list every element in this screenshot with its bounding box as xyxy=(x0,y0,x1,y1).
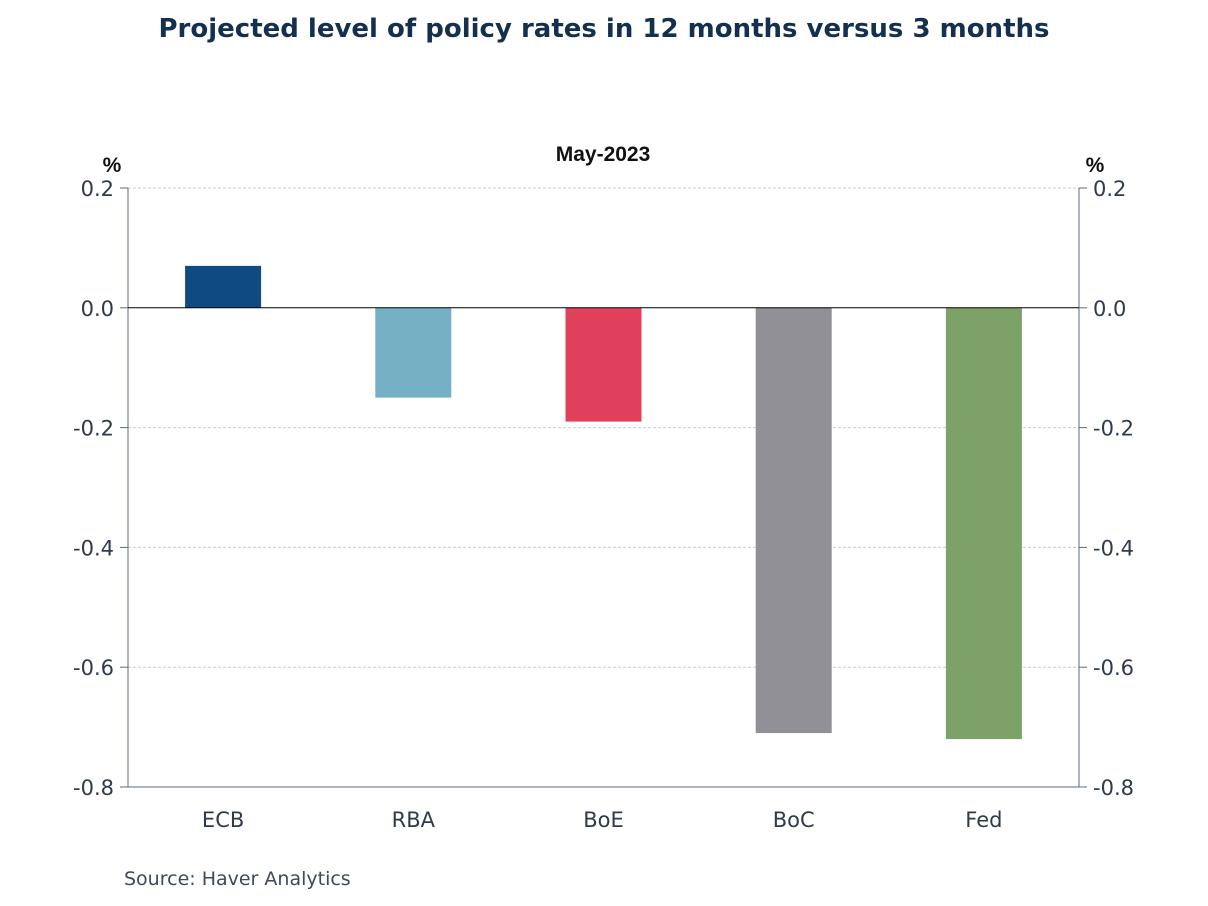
bar-rba xyxy=(375,307,452,398)
left-unit-label: % xyxy=(103,154,122,177)
category-label: BoC xyxy=(773,808,815,832)
left-tick-label: -0.2 xyxy=(73,417,114,441)
left-tick-label: 0.0 xyxy=(81,297,114,321)
left-tick-label: -0.8 xyxy=(73,776,114,800)
category-label: ECB xyxy=(202,808,244,832)
source-note: Source: Haver Analytics xyxy=(124,868,351,890)
axes xyxy=(120,187,1087,788)
right-tick-label: -0.2 xyxy=(1093,417,1134,441)
right-unit-label: % xyxy=(1086,154,1105,177)
chart-title: Projected level of policy rates in 12 mo… xyxy=(158,14,1050,44)
bar-boc xyxy=(755,307,832,734)
right-tick-label: -0.6 xyxy=(1093,656,1134,680)
right-tick-label: -0.8 xyxy=(1093,776,1134,800)
gridlines xyxy=(128,187,1079,788)
category-label: RBA xyxy=(392,808,436,832)
right-tick-label: -0.4 xyxy=(1093,536,1134,560)
category-label: Fed xyxy=(965,808,1002,832)
category-label: BoE xyxy=(583,808,624,832)
bar-fed xyxy=(945,307,1022,740)
chart-subtitle: May-2023 xyxy=(556,143,651,166)
bar-boe xyxy=(565,307,642,422)
left-tick-label: 0.2 xyxy=(81,177,114,201)
bars xyxy=(185,265,1022,740)
right-tick-label: 0.0 xyxy=(1093,297,1126,321)
right-tick-label: 0.2 xyxy=(1093,177,1126,201)
left-tick-label: -0.6 xyxy=(73,656,114,680)
left-tick-label: -0.4 xyxy=(73,536,114,560)
bar-ecb xyxy=(185,265,262,308)
axis-labels: 0.2 0.2 0.0 0.0 -0.2 -0.2 -0.4 -0.4 -0.6 -0.6 -0.8… xyxy=(73,143,1134,832)
